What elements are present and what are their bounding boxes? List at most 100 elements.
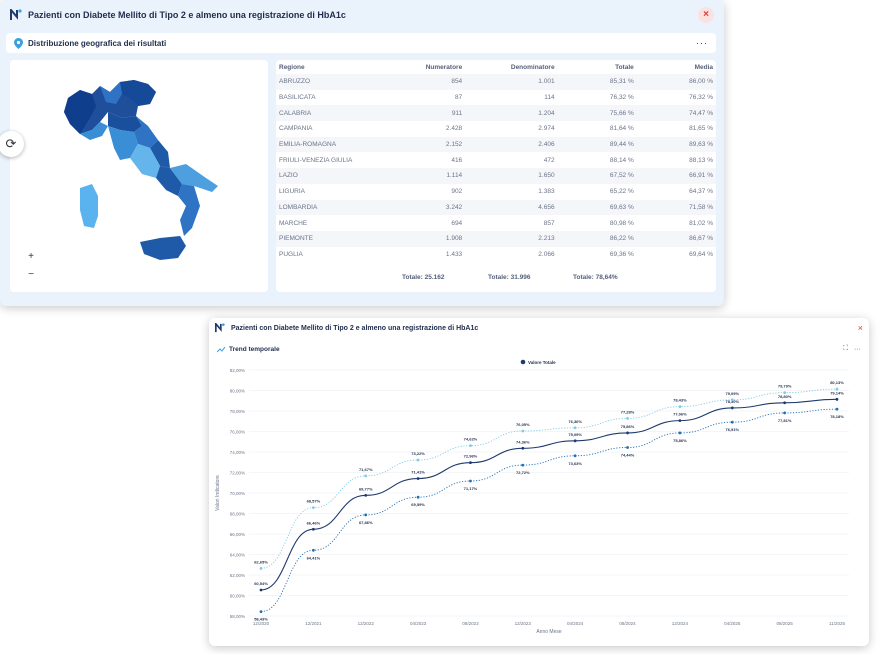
data-label: 75,86% [621,424,635,429]
data-point [626,446,629,449]
cell-denominatore: 1.383 [538,188,555,196]
cell-media: 66,91 % [636,168,716,184]
data-label: 66,46% [307,520,321,525]
x-tick-label: 08/2024 [619,621,636,626]
data-point [311,548,315,552]
cell-regione: ABRUZZO [276,74,400,90]
regions-table: Regione Numeratore Denominatore Totale M… [276,60,716,292]
table-row: LIGURIA 902 1.383 65,22 % 64,37 % [276,184,716,200]
x-tick-label: 12/2022 [358,621,375,626]
table-row: CALABRIA 911 1.204 75,66 % 74,47 % [276,105,716,122]
x-tick-label: 04/2024 [567,621,584,626]
y-tick-label: 62,00% [230,573,245,578]
total-totale: Totale: 78,64% [573,274,618,281]
header-regione[interactable]: Regione [279,63,305,71]
cell-totale: 75,66 % [557,105,637,122]
header-denominatore[interactable]: Denominatore [510,63,555,71]
data-point [730,420,734,424]
table-row: LAZIO 1.114 1.650 67,52 % 66,91 % [276,168,716,184]
cell-media: 74,47 % [636,105,716,122]
italy-map[interactable]: + − [10,60,268,292]
cell-regione: LAZIO [276,168,400,184]
data-point [364,474,368,478]
series-line-lower [260,408,838,613]
y-tick-label: 78,00% [230,409,245,414]
data-label: 77,81% [778,418,792,423]
cell-numeratore: 1.433 [445,250,463,258]
series-line-total [260,398,838,591]
cell-numeratore: 854 [399,74,466,90]
more-options-button[interactable]: ··· [696,38,708,48]
cell-denominatore: 857 [543,219,555,227]
close-button[interactable]: × [698,7,714,23]
cell-totale: 65,22 % [609,188,634,196]
data-point [259,610,263,613]
fullscreen-icon[interactable]: ⛶ [843,345,848,352]
cell-numeratore: 3.242 [399,199,466,216]
cell-regione: LOMBARDIA [276,199,400,216]
data-label: 67,86% [359,520,373,525]
header-numeratore[interactable]: Numeratore [425,63,463,71]
cell-denominatore: 1.001 [465,74,558,90]
more-options-button[interactable]: ··· [854,345,861,353]
table-row: ABRUZZO 854 1.001 85,31 % 86,00 % [276,74,716,90]
data-label: 62,65% [254,559,268,564]
cell-totale: 69,63 % [557,199,637,216]
trend-panel-header: Pazienti con Diabete Mellito di Tipo 2 e… [209,318,869,338]
data-label: 72,96% [464,454,478,459]
data-label: 78,80% [778,394,792,399]
data-label: 68,57% [307,499,321,504]
trend-subheader: Trend temporale ⛶ ··· [209,340,869,358]
data-point [364,493,368,497]
data-point [678,419,682,423]
data-point [416,495,420,499]
data-label: 69,77% [359,486,373,491]
refresh-button[interactable]: ⟳ [0,131,24,157]
data-label: 79,09% [725,391,739,396]
y-tick-label: 68,00% [230,512,245,517]
x-tick-label: 12/2023 [515,621,532,626]
cell-media: 69,64 % [689,250,713,258]
data-label: 73,22% [411,451,425,456]
data-point [469,461,472,465]
cell-totale: 85,31 % [557,74,637,90]
x-tick-label: 04/2023 [410,621,427,626]
cell-denominatore: 4.656 [465,199,558,216]
data-label: 60,54% [254,581,268,586]
data-label: 64,41% [307,555,321,560]
italy-map-shape[interactable] [10,60,268,292]
table-row: PUGLIA 1.433 2.066 69,36 % 69,64 % [276,247,716,263]
table-row: FRIULI-VENEZIA GIULIA 416 472 88,14 % 88,13 … [276,152,716,168]
data-point [573,439,577,443]
table-body: ABRUZZO 854 1.001 85,31 % 86,00 % BASILICATA 8… [276,74,716,262]
app-logo-icon [10,9,22,20]
y-tick-label: 72,00% [230,471,245,476]
cell-media: 71,58 % [636,199,716,216]
y-tick-label: 66,00% [230,532,245,537]
cell-media: 86,00 % [636,74,716,90]
map-pin-icon [14,37,23,49]
cell-denominatore: 2.406 [465,136,558,153]
data-label: 74,44% [621,452,635,457]
y-tick-label: 80,00% [230,389,245,394]
data-point [783,411,787,415]
cell-totale: 89,44 % [557,136,637,153]
close-button[interactable]: × [857,323,863,333]
header-totale[interactable]: Totale [615,63,634,71]
y-tick-label: 70,00% [230,491,245,496]
zoom-in-button[interactable]: + [28,251,34,262]
data-label: 79,14% [830,390,844,395]
cell-denominatore: 2.213 [465,230,558,247]
data-label: 75,86% [673,438,687,443]
line-chart-icon [217,346,225,352]
data-label: 75,09% [568,432,582,437]
cell-numeratore: 694 [451,219,463,227]
cell-media: 86,67 % [636,230,716,247]
cell-media: 76,32 % [689,94,713,102]
cell-media: 89,63 % [636,136,716,153]
data-point [469,479,472,483]
zoom-out-button[interactable]: − [28,269,34,280]
header-media[interactable]: Media [694,63,713,71]
cell-media: 81,65 % [689,125,713,133]
data-label: 58,43% [254,617,268,622]
